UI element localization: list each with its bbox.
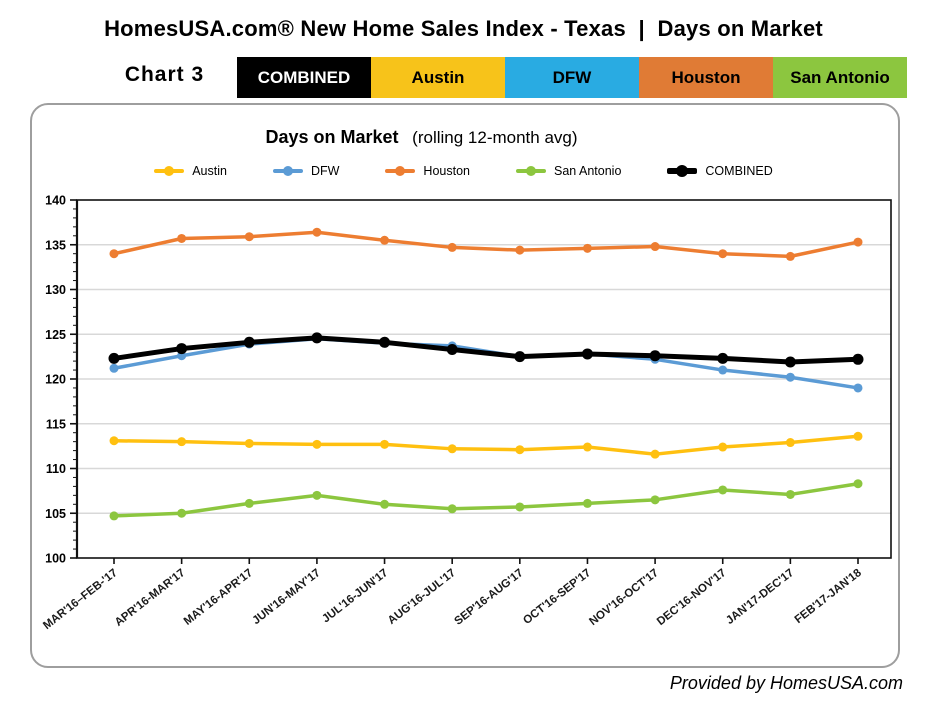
chart-title-row: Days on Market (rolling 12-month avg) xyxy=(0,127,885,148)
legend-marker-icon xyxy=(154,166,185,176)
chart-number-label: Chart 3 xyxy=(124,63,205,86)
legend-label: Houston xyxy=(423,164,470,178)
legend: Austin DFW Houston San Antonio COMBINED xyxy=(0,164,927,178)
tab-houston[interactable]: Houston xyxy=(639,57,773,98)
legend-item-dfw: DFW xyxy=(272,164,340,178)
legend-marker-icon xyxy=(385,166,416,176)
legend-marker-icon xyxy=(515,166,546,176)
legend-label: Austin xyxy=(192,164,227,178)
chart-title: Days on Market xyxy=(265,127,399,147)
legend-item-combined: COMBINED xyxy=(667,164,773,178)
page-title: HomesUSA.com® New Home Sales Index - Tex… xyxy=(104,16,823,41)
tab-san-antonio[interactable]: San Antonio xyxy=(773,57,907,98)
legend-label: COMBINED xyxy=(705,164,773,178)
legend-label: San Antonio xyxy=(553,164,622,178)
legend-marker-icon xyxy=(667,165,698,177)
tab-combined[interactable]: COMBINED xyxy=(237,57,371,98)
chart-subtitle: (rolling 12-month avg) xyxy=(412,128,578,147)
chart-panel xyxy=(30,103,900,668)
legend-item-austin: Austin xyxy=(154,164,227,178)
region-tab-bar: COMBINED Austin DFW Houston San Antonio xyxy=(237,57,907,98)
legend-item-houston: Houston xyxy=(385,164,470,178)
legend-label: DFW xyxy=(310,164,340,178)
tab-austin[interactable]: Austin xyxy=(371,57,505,98)
tab-dfw[interactable]: DFW xyxy=(505,57,639,98)
legend-item-san-antonio: San Antonio xyxy=(515,164,622,178)
footer-credit: Provided by HomesUSA.com xyxy=(669,673,903,693)
legend-marker-icon xyxy=(272,166,303,176)
